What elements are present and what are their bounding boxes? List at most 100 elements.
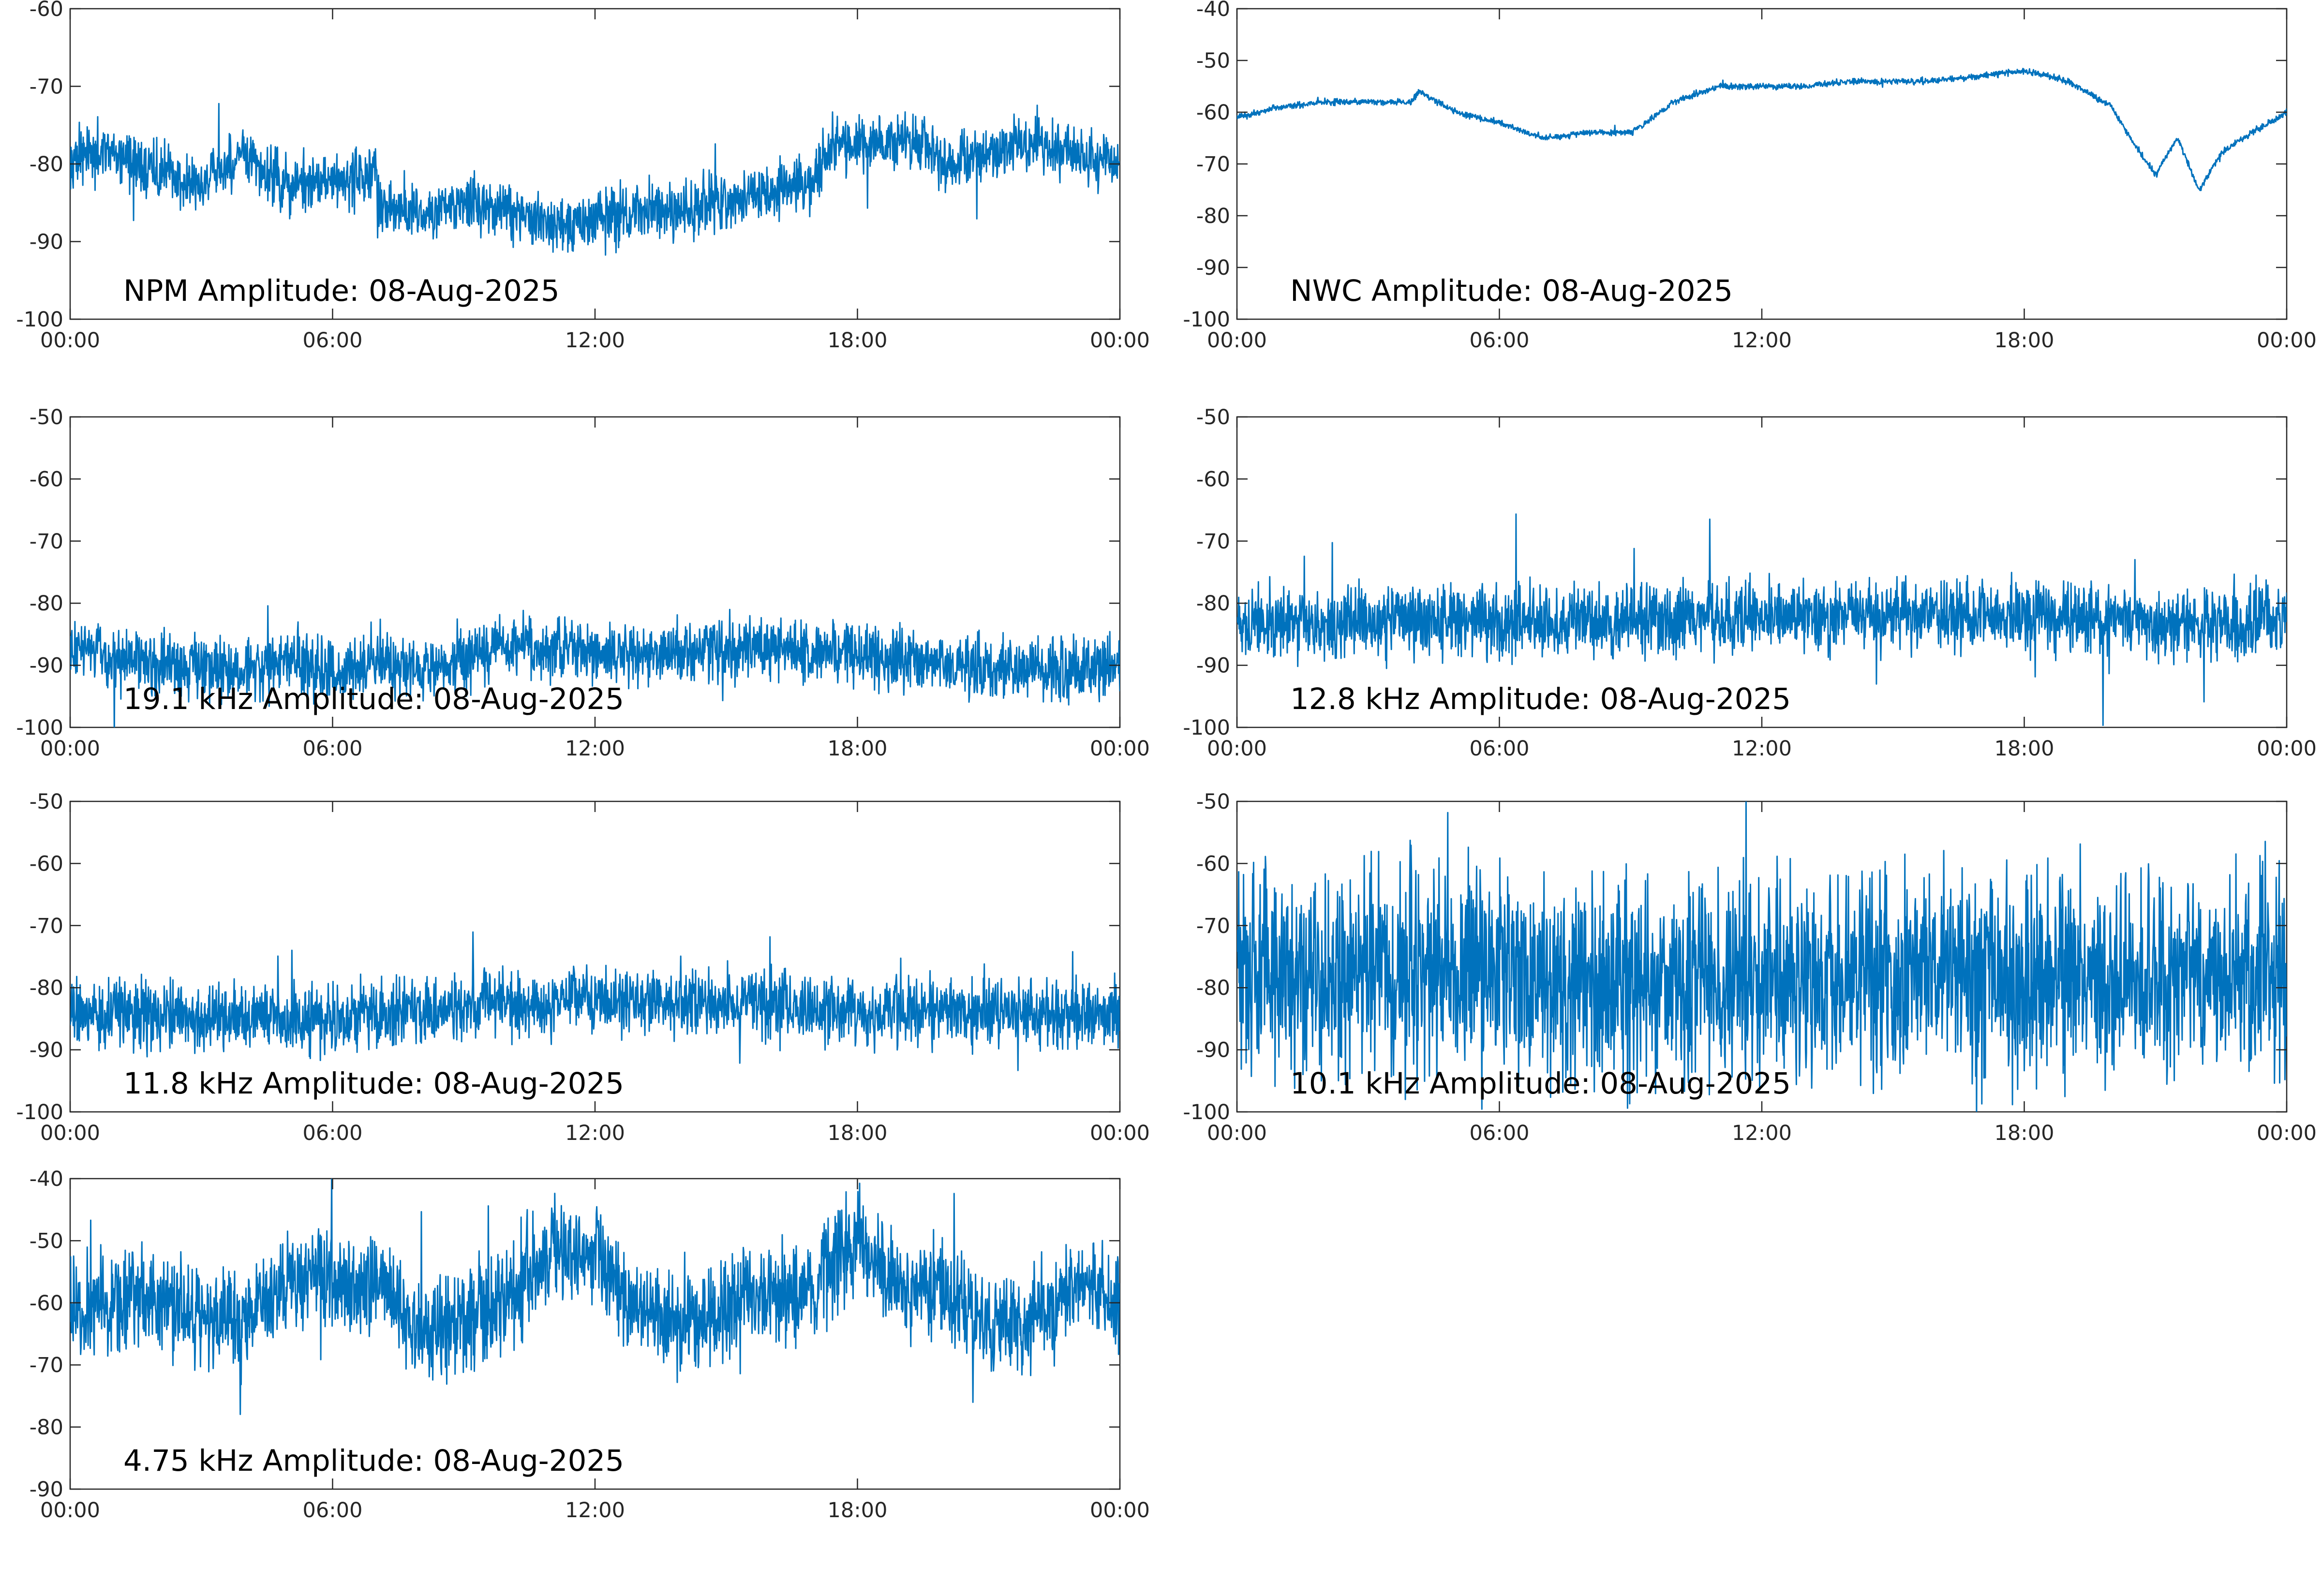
series-line (1237, 68, 2287, 192)
y-tick-label: -50 (1196, 790, 1230, 814)
x-tick-label: 06:00 (303, 328, 363, 353)
x-tick-label: 12:00 (1732, 737, 1792, 761)
chart-panel: -100 -90 -80 -70 -60 00:00 06:00 12:00 18:00 00:0… (16, 0, 1150, 353)
x-tick-label: 00:00 (1207, 328, 1267, 353)
chart-title: 4.75 kHz Amplitude: 08-Aug-2025 (123, 1444, 624, 1478)
y-tick-label: -70 (30, 1353, 63, 1377)
chart-panel: -100 -90 -80 -70 -60 -50 00:00 06:00 12:00 18:00 0… (1183, 790, 2317, 1145)
plot-area (69, 800, 1121, 1113)
y-tick-label: -80 (30, 976, 63, 1000)
y-tick-label: -90 (30, 1038, 63, 1063)
x-tick-label: 00:00 (40, 328, 100, 353)
chart-panel: -100 -90 -80 -70 -60 -50 00:00 06:00 12:00 18:00 0… (1183, 405, 2317, 761)
chart-title: 19.1 kHz Amplitude: 08-Aug-2025 (123, 682, 624, 716)
x-tick-label: 00:00 (2257, 328, 2317, 353)
y-tick-label: -80 (30, 1416, 63, 1440)
x-tick-label: 00:00 (1090, 1121, 1150, 1145)
chart-title: NWC Amplitude: 08-Aug-2025 (1290, 274, 1733, 308)
plot-area (1236, 8, 2288, 320)
y-tick-label: -90 (30, 654, 63, 678)
x-tick-label: 18:00 (828, 1121, 888, 1145)
series-line (70, 605, 1120, 727)
y-tick-label: -100 (1183, 308, 1230, 332)
y-tick-label: -70 (1196, 152, 1230, 177)
y-tick-label: -60 (30, 0, 63, 21)
y-tick-label: -90 (30, 1478, 63, 1502)
y-tick-label: -90 (30, 230, 63, 254)
chart-panel: -100 -90 -80 -70 -60 -50 00:00 06:00 12:00 18:00 0… (16, 405, 1150, 761)
x-tick-label: 00:00 (40, 737, 100, 761)
chart-title: 12.8 kHz Amplitude: 08-Aug-2025 (1290, 682, 1791, 716)
y-tick-label: -50 (30, 790, 63, 814)
x-tick-label: 12:00 (565, 737, 625, 761)
y-tick-label: -100 (16, 716, 63, 740)
x-tick-label: 06:00 (303, 1121, 363, 1145)
series-line (1237, 513, 2287, 726)
y-tick-label: -60 (30, 852, 63, 876)
x-tick-label: 00:00 (1207, 737, 1267, 761)
chart-title: 11.8 kHz Amplitude: 08-Aug-2025 (123, 1066, 624, 1101)
y-tick-label: -80 (1196, 591, 1230, 616)
chart-panel: -100 -90 -80 -70 -60 -50 -40 00:00 06:00 12:00 18:… (1183, 0, 2317, 353)
x-tick-label: 18:00 (828, 737, 888, 761)
plot-area (1236, 416, 2288, 728)
x-tick-label: 00:00 (1090, 328, 1150, 353)
y-tick-label: -50 (1196, 405, 1230, 429)
x-tick-label: 00:00 (40, 1498, 100, 1522)
y-tick-label: -50 (30, 405, 63, 429)
x-tick-label: 18:00 (828, 328, 888, 353)
y-tick-label: -90 (1196, 256, 1230, 280)
x-tick-label: 18:00 (828, 1498, 888, 1522)
y-tick-label: -60 (1196, 101, 1230, 125)
y-tick-label: -60 (30, 467, 63, 491)
y-tick-label: -60 (30, 1291, 63, 1315)
y-tick-label: -80 (30, 591, 63, 616)
y-tick-label: -100 (1183, 716, 1230, 740)
series-line (70, 931, 1120, 1071)
x-tick-label: 12:00 (1732, 328, 1792, 353)
y-tick-label: -40 (30, 1167, 63, 1191)
x-tick-label: 12:00 (565, 1498, 625, 1522)
x-tick-label: 06:00 (1470, 737, 1530, 761)
x-tick-label: 00:00 (1207, 1121, 1267, 1145)
x-tick-label: 06:00 (1470, 328, 1530, 353)
y-tick-label: -80 (30, 152, 63, 177)
x-tick-label: 12:00 (565, 1121, 625, 1145)
x-tick-label: 00:00 (2257, 737, 2317, 761)
x-tick-label: 06:00 (303, 1498, 363, 1522)
y-tick-label: -100 (16, 308, 63, 332)
y-tick-label: -40 (1196, 0, 1230, 21)
x-tick-label: 06:00 (303, 737, 363, 761)
y-tick-label: -80 (1196, 204, 1230, 228)
y-tick-label: -90 (1196, 654, 1230, 678)
y-tick-label: -70 (1196, 914, 1230, 938)
x-tick-label: 00:00 (1090, 737, 1150, 761)
y-tick-label: -70 (30, 530, 63, 554)
y-tick-label: -100 (16, 1100, 63, 1124)
x-tick-label: 00:00 (40, 1121, 100, 1145)
y-tick-label: -50 (1196, 49, 1230, 73)
y-tick-label: -50 (30, 1229, 63, 1253)
y-tick-label: -60 (1196, 467, 1230, 491)
chart-panel: -90 -80 -70 -60 -50 -40 00:00 06:00 12:00 18:00 00… (30, 1167, 1150, 1522)
x-tick-label: 18:00 (1995, 1121, 2054, 1145)
y-tick-label: -80 (1196, 976, 1230, 1000)
y-tick-label: -60 (1196, 852, 1230, 876)
y-tick-label: -90 (1196, 1038, 1230, 1063)
x-tick-label: 06:00 (1470, 1121, 1530, 1145)
x-tick-label: 00:00 (2257, 1121, 2317, 1145)
y-tick-label: -70 (30, 914, 63, 938)
series-line (1237, 801, 2287, 1112)
y-tick-label: -70 (1196, 530, 1230, 554)
chart-title: NPM Amplitude: 08-Aug-2025 (123, 274, 560, 308)
y-tick-label: -70 (30, 75, 63, 99)
x-tick-label: 18:00 (1995, 328, 2054, 353)
x-tick-label: 18:00 (1995, 737, 2054, 761)
chart-panel: -100 -90 -80 -70 -60 -50 00:00 06:00 12:00 18:00 0… (16, 790, 1150, 1145)
series-line (70, 103, 1120, 256)
x-tick-label: 12:00 (565, 328, 625, 353)
y-tick-label: -100 (1183, 1100, 1230, 1124)
series-line (70, 1179, 1120, 1415)
chart-title: 10.1 kHz Amplitude: 08-Aug-2025 (1290, 1066, 1791, 1101)
